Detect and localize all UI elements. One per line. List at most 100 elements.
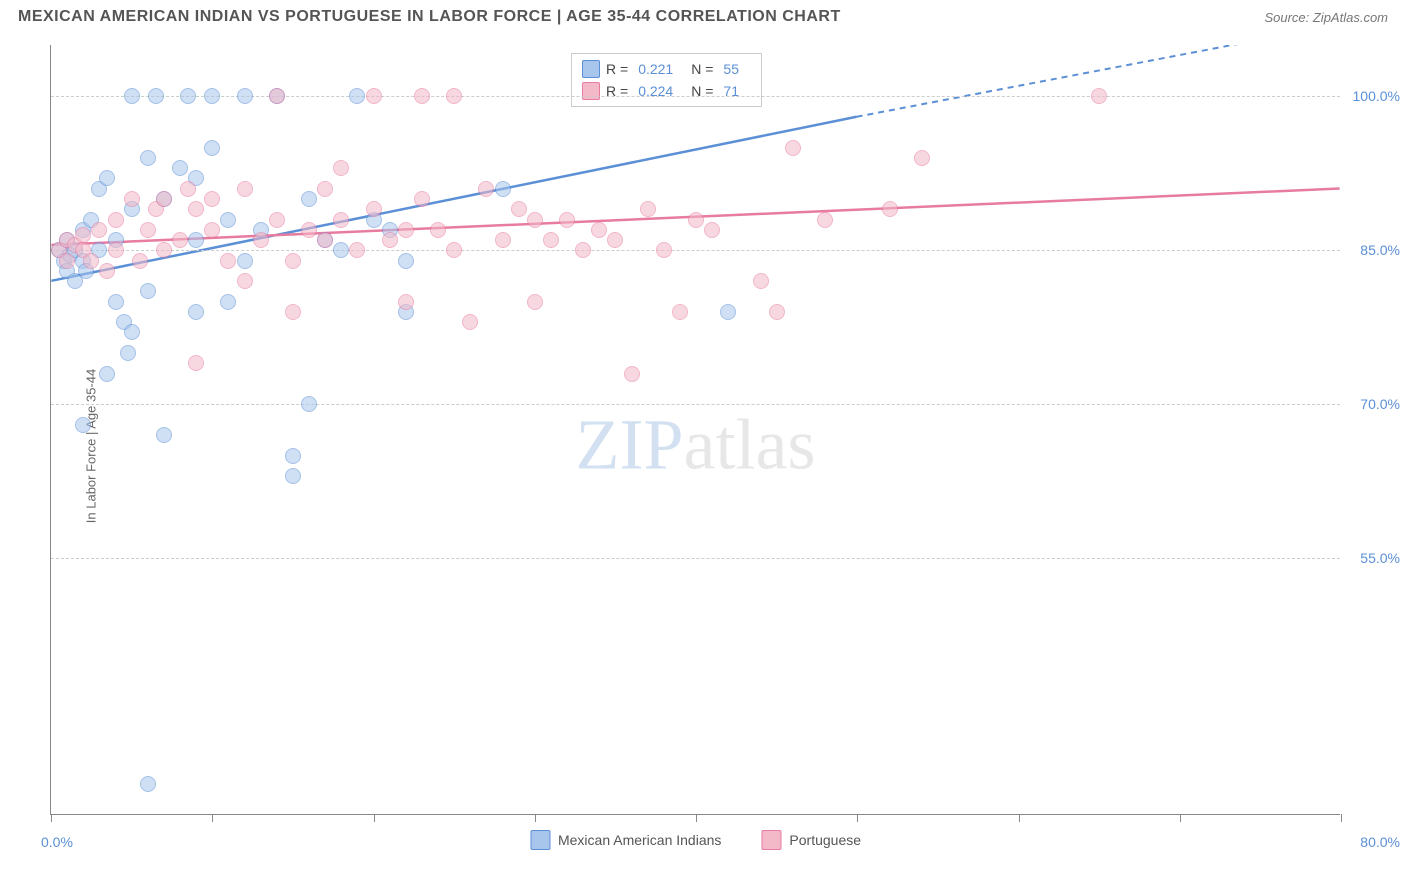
data-point xyxy=(132,253,148,269)
data-point xyxy=(120,345,136,361)
x-tick xyxy=(1180,814,1181,822)
x-tick xyxy=(1019,814,1020,822)
y-tick-label: 70.0% xyxy=(1345,396,1400,412)
data-point xyxy=(704,222,720,238)
x-tick xyxy=(374,814,375,822)
data-point xyxy=(156,242,172,258)
data-point xyxy=(140,222,156,238)
y-tick-label: 85.0% xyxy=(1345,242,1400,258)
data-point xyxy=(140,283,156,299)
data-point xyxy=(688,212,704,228)
data-point xyxy=(446,242,462,258)
data-point xyxy=(640,201,656,217)
trend-lines xyxy=(51,45,1340,814)
data-point xyxy=(591,222,607,238)
data-point xyxy=(83,253,99,269)
stats-row: R =0.224N =71 xyxy=(582,80,751,102)
chart-header: MEXICAN AMERICAN INDIAN VS PORTUGUESE IN… xyxy=(0,0,1406,30)
stats-row: R =0.221N =55 xyxy=(582,58,751,80)
data-point xyxy=(253,232,269,248)
watermark-part1: ZIP xyxy=(576,404,684,484)
x-axis-end-label: 80.0% xyxy=(1360,834,1400,850)
data-point xyxy=(172,232,188,248)
data-point xyxy=(75,417,91,433)
data-point xyxy=(156,427,172,443)
data-point xyxy=(672,304,688,320)
x-tick xyxy=(212,814,213,822)
x-tick xyxy=(51,814,52,822)
data-point xyxy=(527,212,543,228)
legend-item: Mexican American Indians xyxy=(530,830,721,850)
data-point xyxy=(882,201,898,217)
data-point xyxy=(237,181,253,197)
legend-item: Portuguese xyxy=(761,830,861,850)
data-point xyxy=(269,88,285,104)
data-point xyxy=(527,294,543,310)
grid-line xyxy=(51,404,1340,405)
data-point xyxy=(172,160,188,176)
data-point xyxy=(382,232,398,248)
data-point xyxy=(220,294,236,310)
data-point xyxy=(398,294,414,310)
correlation-stats-box: R =0.221N =55R =0.224N =71 xyxy=(571,53,762,107)
data-point xyxy=(91,222,107,238)
data-point xyxy=(188,355,204,371)
data-point xyxy=(140,150,156,166)
data-point xyxy=(301,191,317,207)
watermark: ZIPatlas xyxy=(576,403,816,486)
data-point xyxy=(607,232,623,248)
data-point xyxy=(511,201,527,217)
data-point xyxy=(785,140,801,156)
data-point xyxy=(59,253,75,269)
data-point xyxy=(656,242,672,258)
data-point xyxy=(285,253,301,269)
x-axis-start-label: 0.0% xyxy=(41,834,73,850)
data-point xyxy=(108,242,124,258)
data-point xyxy=(188,232,204,248)
data-point xyxy=(495,181,511,197)
r-label: R = xyxy=(606,58,628,80)
data-point xyxy=(285,448,301,464)
data-point xyxy=(414,88,430,104)
data-point xyxy=(285,304,301,320)
legend-label: Mexican American Indians xyxy=(558,832,721,848)
data-point xyxy=(478,181,494,197)
data-point xyxy=(333,160,349,176)
data-point xyxy=(333,242,349,258)
data-point xyxy=(188,304,204,320)
data-point xyxy=(99,170,115,186)
data-point xyxy=(99,263,115,279)
grid-line xyxy=(51,250,1340,251)
y-tick-label: 55.0% xyxy=(1345,550,1400,566)
data-point xyxy=(99,366,115,382)
data-point xyxy=(124,191,140,207)
data-point xyxy=(220,212,236,228)
data-point xyxy=(753,273,769,289)
data-point xyxy=(285,468,301,484)
data-point xyxy=(188,201,204,217)
n-label: N = xyxy=(691,80,713,102)
data-point xyxy=(204,88,220,104)
data-point xyxy=(575,242,591,258)
data-point xyxy=(180,88,196,104)
grid-line xyxy=(51,558,1340,559)
x-tick xyxy=(696,814,697,822)
plot-area: ZIPatlas R =0.221N =55R =0.224N =71 0.0%… xyxy=(50,45,1340,815)
data-point xyxy=(220,253,236,269)
data-point xyxy=(366,88,382,104)
data-point xyxy=(317,181,333,197)
data-point xyxy=(462,314,478,330)
n-value: 55 xyxy=(723,58,739,80)
data-point xyxy=(769,304,785,320)
data-point xyxy=(624,366,640,382)
data-point xyxy=(140,776,156,792)
data-point xyxy=(1091,88,1107,104)
n-value: 71 xyxy=(723,80,739,102)
data-point xyxy=(237,273,253,289)
x-tick xyxy=(1341,814,1342,822)
chart-source: Source: ZipAtlas.com xyxy=(1264,10,1388,25)
data-point xyxy=(108,294,124,310)
legend-label: Portuguese xyxy=(789,832,861,848)
data-point xyxy=(237,88,253,104)
data-point xyxy=(349,88,365,104)
